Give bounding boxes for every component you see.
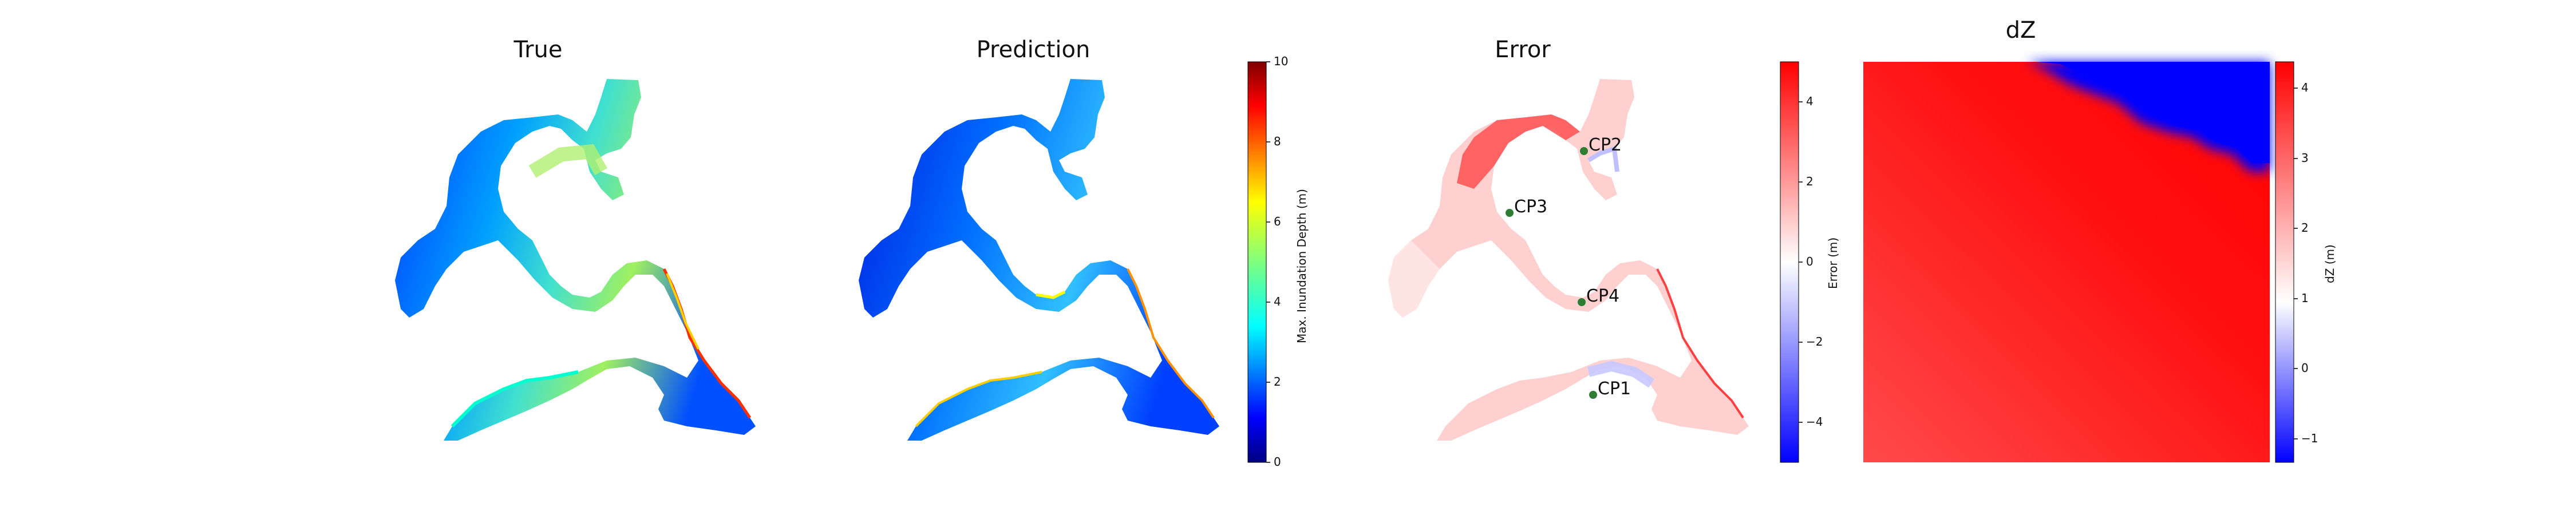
dz-tick-1: 1: [2301, 291, 2309, 305]
panel-title-prediction: Prediction: [976, 37, 1091, 63]
dz-tick-3: 3: [2301, 151, 2309, 165]
error-tick-m2: −2: [1806, 335, 1823, 348]
control-points: [1506, 147, 1597, 399]
depth-tick-2: 2: [1274, 375, 1281, 389]
depth-tick-0: 0: [1274, 455, 1281, 469]
depth-tick-4: 4: [1274, 295, 1281, 308]
panel-title-error: Error: [1495, 37, 1551, 63]
colorbar-depth-ticks: [1266, 61, 1270, 463]
label-cp2: CP2: [1589, 135, 1622, 155]
colorbar-dz-ticks: [2294, 88, 2298, 439]
label-cp3: CP3: [1514, 197, 1548, 217]
error-colorbar-label: Error (m): [1826, 237, 1840, 289]
depth-tick-6: 6: [1274, 215, 1281, 228]
colorbar-depth: [1247, 61, 1267, 463]
label-cp4: CP4: [1586, 286, 1620, 306]
label-cp1: CP1: [1598, 379, 1631, 399]
colorbar-error-ticks: [1799, 101, 1803, 423]
dz-tick-m1: −1: [2301, 431, 2318, 445]
error-tick-0: 0: [1806, 255, 1814, 268]
dz-colorbar-label: dZ (m): [2323, 244, 2337, 283]
map-dz: [1863, 62, 2270, 462]
error-tick-m4: −4: [1806, 415, 1823, 429]
map-error: [1388, 79, 1749, 441]
error-tick-4: 4: [1806, 94, 1814, 108]
point-cp2: [1580, 147, 1588, 155]
map-true: [395, 79, 756, 441]
dz-tick-4: 4: [2301, 81, 2309, 94]
colorbar-dz: [2275, 61, 2294, 463]
error-tick-2: 2: [1806, 175, 1814, 188]
point-cp4: [1578, 298, 1586, 306]
depth-tick-10: 10: [1274, 54, 1289, 68]
depth-colorbar-label: Max. Inundation Depth (m): [1295, 189, 1309, 343]
map-prediction: [859, 79, 1219, 441]
dz-tick-0: 0: [2301, 361, 2309, 375]
point-cp1: [1589, 391, 1597, 399]
point-cp3: [1506, 209, 1514, 217]
colorbar-error: [1780, 61, 1799, 463]
dz-tick-2: 2: [2301, 221, 2309, 235]
panel-title-dz: dZ: [2005, 17, 2036, 43]
depth-tick-8: 8: [1274, 134, 1281, 148]
panel-title-true: True: [513, 37, 563, 63]
